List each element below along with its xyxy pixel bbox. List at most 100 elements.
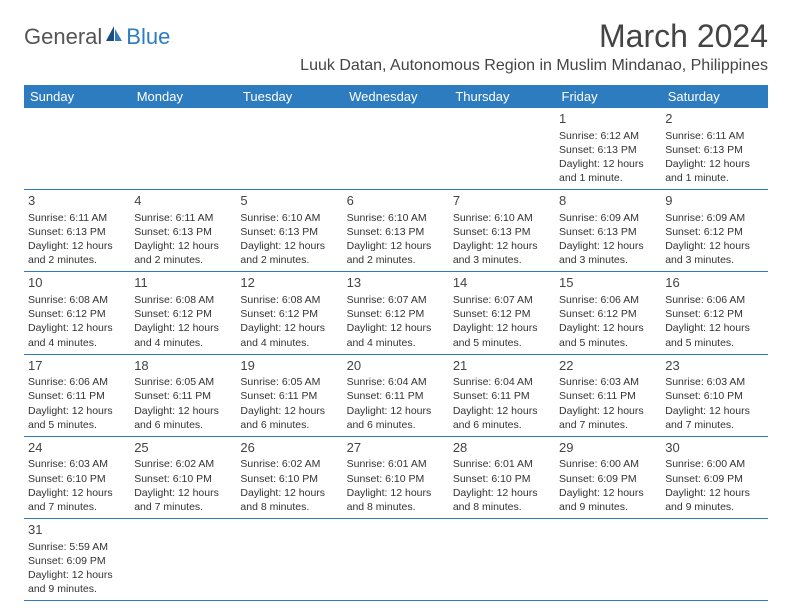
calendar-cell: 9Sunrise: 6:09 AMSunset: 6:12 PMDaylight…: [661, 190, 767, 272]
calendar-cell: 6Sunrise: 6:10 AMSunset: 6:13 PMDaylight…: [343, 190, 449, 272]
day-number: 23: [665, 357, 763, 375]
day-header: Saturday: [661, 85, 767, 108]
calendar-cell: 26Sunrise: 6:02 AMSunset: 6:10 PMDayligh…: [236, 436, 342, 518]
sunset-text: Sunset: 6:12 PM: [665, 225, 763, 239]
calendar-table: SundayMondayTuesdayWednesdayThursdayFrid…: [24, 85, 768, 601]
day-number: 12: [240, 274, 338, 292]
day-number: 3: [28, 192, 126, 210]
sunrise-text: Sunrise: 6:05 AM: [134, 375, 232, 389]
location-subtitle: Luuk Datan, Autonomous Region in Muslim …: [300, 57, 768, 75]
sunrise-text: Sunrise: 6:09 AM: [665, 211, 763, 225]
daylight-text: Daylight: 12 hours and 4 minutes.: [240, 321, 338, 349]
calendar-cell: [661, 519, 767, 601]
sunset-text: Sunset: 6:13 PM: [559, 225, 657, 239]
daylight-text: Daylight: 12 hours and 6 minutes.: [347, 404, 445, 432]
sunrise-text: Sunrise: 6:04 AM: [453, 375, 551, 389]
daylight-text: Daylight: 12 hours and 5 minutes.: [559, 321, 657, 349]
sunset-text: Sunset: 6:13 PM: [347, 225, 445, 239]
calendar-cell: [236, 519, 342, 601]
calendar-cell: 24Sunrise: 6:03 AMSunset: 6:10 PMDayligh…: [24, 436, 130, 518]
day-number: 27: [347, 439, 445, 457]
day-number: 19: [240, 357, 338, 375]
sunrise-text: Sunrise: 6:07 AM: [453, 293, 551, 307]
calendar-cell: [130, 519, 236, 601]
sunset-text: Sunset: 6:10 PM: [240, 472, 338, 486]
day-header: Wednesday: [343, 85, 449, 108]
calendar-body: 1Sunrise: 6:12 AMSunset: 6:13 PMDaylight…: [24, 108, 768, 601]
day-number: 30: [665, 439, 763, 457]
calendar-cell: 29Sunrise: 6:00 AMSunset: 6:09 PMDayligh…: [555, 436, 661, 518]
sunrise-text: Sunrise: 6:12 AM: [559, 129, 657, 143]
daylight-text: Daylight: 12 hours and 2 minutes.: [134, 239, 232, 267]
sunset-text: Sunset: 6:12 PM: [665, 307, 763, 321]
sunset-text: Sunset: 6:12 PM: [134, 307, 232, 321]
sunrise-text: Sunrise: 6:03 AM: [28, 457, 126, 471]
calendar-week-row: 24Sunrise: 6:03 AMSunset: 6:10 PMDayligh…: [24, 436, 768, 518]
sunset-text: Sunset: 6:12 PM: [28, 307, 126, 321]
sunset-text: Sunset: 6:09 PM: [559, 472, 657, 486]
sunset-text: Sunset: 6:11 PM: [134, 389, 232, 403]
sunrise-text: Sunrise: 6:11 AM: [134, 211, 232, 225]
calendar-cell: 13Sunrise: 6:07 AMSunset: 6:12 PMDayligh…: [343, 272, 449, 354]
calendar-cell: 28Sunrise: 6:01 AMSunset: 6:10 PMDayligh…: [449, 436, 555, 518]
daylight-text: Daylight: 12 hours and 5 minutes.: [28, 404, 126, 432]
sail-icon: [103, 24, 125, 50]
sunset-text: Sunset: 6:13 PM: [453, 225, 551, 239]
calendar-cell: 15Sunrise: 6:06 AMSunset: 6:12 PMDayligh…: [555, 272, 661, 354]
sunrise-text: Sunrise: 6:00 AM: [665, 457, 763, 471]
daylight-text: Daylight: 12 hours and 2 minutes.: [240, 239, 338, 267]
sunset-text: Sunset: 6:11 PM: [453, 389, 551, 403]
day-number: 24: [28, 439, 126, 457]
daylight-text: Daylight: 12 hours and 4 minutes.: [28, 321, 126, 349]
day-number: 20: [347, 357, 445, 375]
day-header: Sunday: [24, 85, 130, 108]
daylight-text: Daylight: 12 hours and 3 minutes.: [559, 239, 657, 267]
sunset-text: Sunset: 6:11 PM: [28, 389, 126, 403]
sunset-text: Sunset: 6:13 PM: [559, 143, 657, 157]
sunset-text: Sunset: 6:13 PM: [240, 225, 338, 239]
sunrise-text: Sunrise: 6:06 AM: [559, 293, 657, 307]
daylight-text: Daylight: 12 hours and 3 minutes.: [453, 239, 551, 267]
daylight-text: Daylight: 12 hours and 7 minutes.: [665, 404, 763, 432]
calendar-week-row: 31Sunrise: 5:59 AMSunset: 6:09 PMDayligh…: [24, 519, 768, 601]
header: General Blue March 2024 Luuk Datan, Auto…: [24, 18, 768, 75]
calendar-cell: [555, 519, 661, 601]
sunrise-text: Sunrise: 6:01 AM: [453, 457, 551, 471]
calendar-cell: [236, 108, 342, 190]
sunrise-text: Sunrise: 6:08 AM: [28, 293, 126, 307]
daylight-text: Daylight: 12 hours and 7 minutes.: [134, 486, 232, 514]
calendar-cell: 31Sunrise: 5:59 AMSunset: 6:09 PMDayligh…: [24, 519, 130, 601]
calendar-cell: 18Sunrise: 6:05 AMSunset: 6:11 PMDayligh…: [130, 354, 236, 436]
sunrise-text: Sunrise: 6:05 AM: [240, 375, 338, 389]
daylight-text: Daylight: 12 hours and 6 minutes.: [134, 404, 232, 432]
daylight-text: Daylight: 12 hours and 8 minutes.: [240, 486, 338, 514]
sunrise-text: Sunrise: 6:10 AM: [240, 211, 338, 225]
day-number: 13: [347, 274, 445, 292]
sunrise-text: Sunrise: 6:01 AM: [347, 457, 445, 471]
calendar-cell: 21Sunrise: 6:04 AMSunset: 6:11 PMDayligh…: [449, 354, 555, 436]
sunrise-text: Sunrise: 6:08 AM: [134, 293, 232, 307]
calendar-cell: 17Sunrise: 6:06 AMSunset: 6:11 PMDayligh…: [24, 354, 130, 436]
day-number: 21: [453, 357, 551, 375]
day-number: 8: [559, 192, 657, 210]
sunrise-text: Sunrise: 6:02 AM: [240, 457, 338, 471]
sunrise-text: Sunrise: 6:02 AM: [134, 457, 232, 471]
day-header: Thursday: [449, 85, 555, 108]
calendar-header-row: SundayMondayTuesdayWednesdayThursdayFrid…: [24, 85, 768, 108]
day-header: Monday: [130, 85, 236, 108]
sunrise-text: Sunrise: 6:06 AM: [28, 375, 126, 389]
sunset-text: Sunset: 6:13 PM: [665, 143, 763, 157]
calendar-week-row: 1Sunrise: 6:12 AMSunset: 6:13 PMDaylight…: [24, 108, 768, 190]
calendar-cell: 19Sunrise: 6:05 AMSunset: 6:11 PMDayligh…: [236, 354, 342, 436]
day-number: 15: [559, 274, 657, 292]
day-number: 1: [559, 110, 657, 128]
sunrise-text: Sunrise: 6:11 AM: [665, 129, 763, 143]
daylight-text: Daylight: 12 hours and 4 minutes.: [134, 321, 232, 349]
day-number: 5: [240, 192, 338, 210]
sunset-text: Sunset: 6:12 PM: [240, 307, 338, 321]
daylight-text: Daylight: 12 hours and 1 minute.: [665, 157, 763, 185]
sunset-text: Sunset: 6:10 PM: [28, 472, 126, 486]
calendar-cell: 7Sunrise: 6:10 AMSunset: 6:13 PMDaylight…: [449, 190, 555, 272]
calendar-cell: 27Sunrise: 6:01 AMSunset: 6:10 PMDayligh…: [343, 436, 449, 518]
calendar-cell: 2Sunrise: 6:11 AMSunset: 6:13 PMDaylight…: [661, 108, 767, 190]
